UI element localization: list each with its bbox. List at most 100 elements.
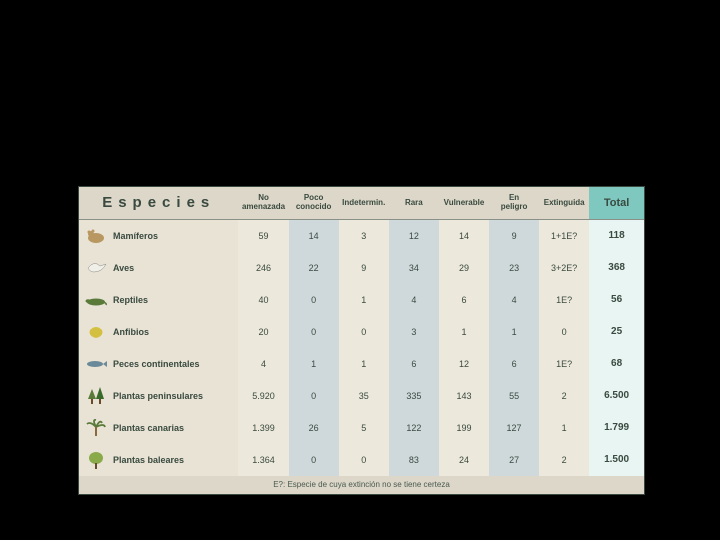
data-cell: 127 bbox=[489, 412, 539, 444]
data-cell: 2 bbox=[539, 444, 589, 476]
table-row: Plantas peninsulares 5.9200353351435526.5… bbox=[79, 380, 644, 412]
data-cell: 1+1E? bbox=[539, 220, 589, 252]
data-cell: 246 bbox=[238, 252, 288, 284]
table-row: Plantas baleares1.3640083242721.500 bbox=[79, 444, 644, 476]
data-cell: 1.399 bbox=[238, 412, 288, 444]
table-row: Plantas canarias1.39926512219912711.799 bbox=[79, 412, 644, 444]
data-cell: 6 bbox=[389, 348, 439, 380]
footnote-row: E?: Especie de cuya extinción no se tien… bbox=[79, 476, 644, 494]
data-cell: 9 bbox=[489, 220, 539, 252]
data-cell: 23 bbox=[489, 252, 539, 284]
data-cell: 59 bbox=[238, 220, 288, 252]
data-cell: 0 bbox=[289, 316, 339, 348]
data-cell: 20 bbox=[238, 316, 288, 348]
species-cell: Aves bbox=[79, 252, 238, 284]
data-cell: 26 bbox=[289, 412, 339, 444]
data-cell: 27 bbox=[489, 444, 539, 476]
data-cell: 1.364 bbox=[238, 444, 288, 476]
data-cell: 4 bbox=[238, 348, 288, 380]
col-header-4: Vulnerable bbox=[439, 187, 489, 220]
data-cell: 335 bbox=[389, 380, 439, 412]
total-header: Total bbox=[589, 187, 644, 220]
data-cell: 3 bbox=[389, 316, 439, 348]
species-label: Plantas baleares bbox=[113, 455, 184, 465]
data-cell: 5 bbox=[339, 412, 389, 444]
col-header-5: Enpeligro bbox=[489, 187, 539, 220]
data-cell: 34 bbox=[389, 252, 439, 284]
data-cell: 83 bbox=[389, 444, 439, 476]
species-table-container: Especies Noamenazada Pococonocido Indete… bbox=[78, 186, 645, 495]
reptile-icon bbox=[83, 289, 109, 311]
col-header-3: Rara bbox=[389, 187, 439, 220]
data-cell: 3+2E? bbox=[539, 252, 589, 284]
data-cell: 1 bbox=[339, 348, 389, 380]
data-cell: 1 bbox=[289, 348, 339, 380]
data-cell: 1E? bbox=[539, 348, 589, 380]
col-header-6: Extinguida bbox=[539, 187, 589, 220]
species-table: Especies Noamenazada Pococonocido Indete… bbox=[79, 187, 644, 494]
table-row: Reptiles40014641E?56 bbox=[79, 284, 644, 316]
shrub-icon bbox=[83, 449, 109, 471]
data-cell: 4 bbox=[489, 284, 539, 316]
amphibian-icon bbox=[83, 321, 109, 343]
species-cell: Anfibios bbox=[79, 316, 238, 348]
col-header-2: Indetermin. bbox=[339, 187, 389, 220]
footnote-text: E?: Especie de cuya extinción no se tien… bbox=[79, 476, 644, 494]
col-header-1: Pococonocido bbox=[289, 187, 339, 220]
data-cell: 0 bbox=[539, 316, 589, 348]
data-cell: 55 bbox=[489, 380, 539, 412]
total-cell: 1.500 bbox=[589, 444, 644, 476]
data-cell: 1 bbox=[339, 284, 389, 316]
data-cell: 6 bbox=[489, 348, 539, 380]
species-label: Reptiles bbox=[113, 295, 148, 305]
data-cell: 24 bbox=[439, 444, 489, 476]
data-cell: 3 bbox=[339, 220, 389, 252]
data-cell: 29 bbox=[439, 252, 489, 284]
data-cell: 143 bbox=[439, 380, 489, 412]
species-label: Anfibios bbox=[113, 327, 149, 337]
palm-icon bbox=[83, 417, 109, 439]
data-cell: 22 bbox=[289, 252, 339, 284]
data-cell: 6 bbox=[439, 284, 489, 316]
total-cell: 68 bbox=[589, 348, 644, 380]
data-cell: 1E? bbox=[539, 284, 589, 316]
species-cell: Mamíferos bbox=[79, 220, 238, 252]
data-cell: 5.920 bbox=[238, 380, 288, 412]
total-cell: 6.500 bbox=[589, 380, 644, 412]
mammal-icon bbox=[83, 225, 109, 247]
species-cell: Plantas baleares bbox=[79, 444, 238, 476]
species-label: Aves bbox=[113, 263, 134, 273]
data-cell: 2 bbox=[539, 380, 589, 412]
data-cell: 12 bbox=[439, 348, 489, 380]
data-cell: 14 bbox=[289, 220, 339, 252]
data-cell: 0 bbox=[289, 380, 339, 412]
total-cell: 25 bbox=[589, 316, 644, 348]
data-cell: 0 bbox=[289, 284, 339, 316]
data-cell: 1 bbox=[439, 316, 489, 348]
species-cell: Plantas peninsulares bbox=[79, 380, 238, 412]
total-cell: 1.799 bbox=[589, 412, 644, 444]
species-label: Plantas canarias bbox=[113, 423, 184, 433]
data-cell: 122 bbox=[389, 412, 439, 444]
data-cell: 14 bbox=[439, 220, 489, 252]
table-row: Aves 2462293429233+2E?368 bbox=[79, 252, 644, 284]
data-cell: 1 bbox=[489, 316, 539, 348]
header-row: Especies Noamenazada Pococonocido Indete… bbox=[79, 187, 644, 220]
species-cell: Plantas canarias bbox=[79, 412, 238, 444]
data-cell: 9 bbox=[339, 252, 389, 284]
data-cell: 0 bbox=[289, 444, 339, 476]
species-label: Peces continentales bbox=[113, 359, 200, 369]
species-cell: Reptiles bbox=[79, 284, 238, 316]
data-cell: 12 bbox=[389, 220, 439, 252]
species-label: Plantas peninsulares bbox=[113, 391, 203, 401]
table-row: Mamíferos59143121491+1E?118 bbox=[79, 220, 644, 252]
total-cell: 368 bbox=[589, 252, 644, 284]
species-cell: Peces continentales bbox=[79, 348, 238, 380]
tree-icon bbox=[83, 385, 109, 407]
total-cell: 56 bbox=[589, 284, 644, 316]
total-cell: 118 bbox=[589, 220, 644, 252]
data-cell: 40 bbox=[238, 284, 288, 316]
data-cell: 35 bbox=[339, 380, 389, 412]
table-row: Anfibios2000311025 bbox=[79, 316, 644, 348]
bird-icon bbox=[83, 257, 109, 279]
